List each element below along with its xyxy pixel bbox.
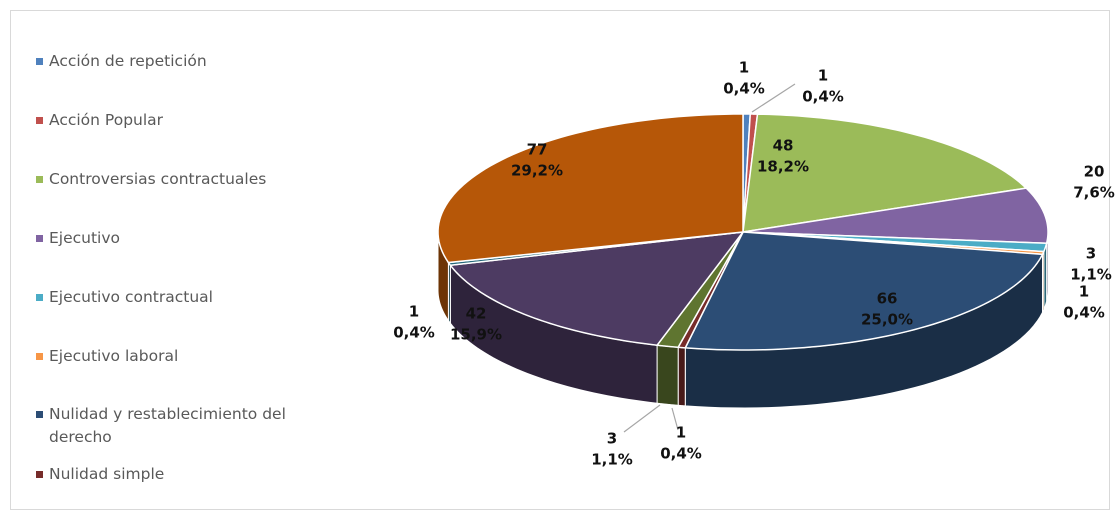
data-label-value: 3: [1086, 245, 1096, 263]
data-label-percent: 25,0%: [861, 311, 913, 329]
legend-item: Nulidad y restablecimiento del derecho: [36, 403, 319, 449]
data-label-value: 1: [1079, 283, 1089, 301]
legend-label: Ejecutivo: [49, 229, 121, 247]
data-label-value: 20: [1084, 163, 1105, 181]
data-label-percent: 0,4%: [393, 324, 435, 342]
data-label-value: 1: [739, 59, 749, 77]
legend-label: Ejecutivo laboral: [49, 347, 179, 365]
data-label-percent: 18,2%: [757, 158, 809, 176]
slice: [437, 113, 744, 264]
legend-swatch: [36, 411, 43, 418]
slice: [742, 187, 1049, 244]
slice-side: [656, 344, 679, 406]
legend-item: Acción de repetición: [36, 50, 319, 73]
slice-side: [677, 346, 686, 407]
legend-swatch: [36, 117, 43, 124]
data-label-percent: 0,4%: [1063, 304, 1105, 322]
data-label-value: 3: [607, 430, 617, 448]
legend-swatch: [36, 471, 43, 478]
legend-item: Controversias contractuales: [36, 168, 319, 191]
legend-item: Ejecutivo laboral: [36, 345, 319, 368]
legend-label: Acción Popular: [49, 111, 164, 129]
data-label-value: 66: [877, 290, 898, 308]
data-label-percent: 29,2%: [511, 162, 563, 180]
legend-label: Nulidad simple: [49, 465, 165, 483]
data-label-percent: 1,1%: [1070, 266, 1112, 284]
legend-swatch: [36, 58, 43, 65]
legend-label: Acción de repetición: [49, 52, 207, 70]
legend-swatch: [36, 353, 43, 360]
slice: [742, 113, 1028, 233]
data-label-percent: 7,6%: [1073, 184, 1115, 202]
legend-item: Nulidad simple: [36, 463, 319, 486]
data-label-value: 42: [466, 305, 487, 323]
legend-swatch: [36, 176, 43, 183]
legend-swatch: [36, 235, 43, 242]
data-label-percent: 15,9%: [450, 326, 502, 344]
data-label-percent: 1,1%: [591, 451, 633, 469]
legend-item: Acción Popular: [36, 109, 319, 132]
legend-item: Ejecutivo contractual: [36, 286, 319, 309]
legend-label: Ejecutivo contractual: [49, 288, 213, 306]
legend-label: Nulidad y restablecimiento del derecho: [49, 405, 286, 446]
data-label-value: 1: [676, 424, 686, 442]
leader-line: [671, 407, 679, 431]
leader-line: [623, 404, 661, 433]
slice: [684, 231, 1044, 351]
data-label-value: 1: [818, 67, 828, 85]
data-label-value: 48: [773, 137, 794, 155]
data-label-percent: 0,4%: [660, 445, 702, 463]
legend-item: Ejecutivo: [36, 227, 319, 250]
data-label-percent: 0,4%: [802, 88, 844, 106]
data-label-value: 77: [527, 141, 548, 159]
chart-frame: [10, 10, 1110, 510]
data-label-value: 1: [409, 303, 419, 321]
leader-line: [751, 83, 796, 113]
legend-label: Controversias contractuales: [49, 170, 267, 188]
slice: [448, 231, 745, 347]
data-label-percent: 0,4%: [723, 80, 765, 98]
legend-swatch: [36, 294, 43, 301]
